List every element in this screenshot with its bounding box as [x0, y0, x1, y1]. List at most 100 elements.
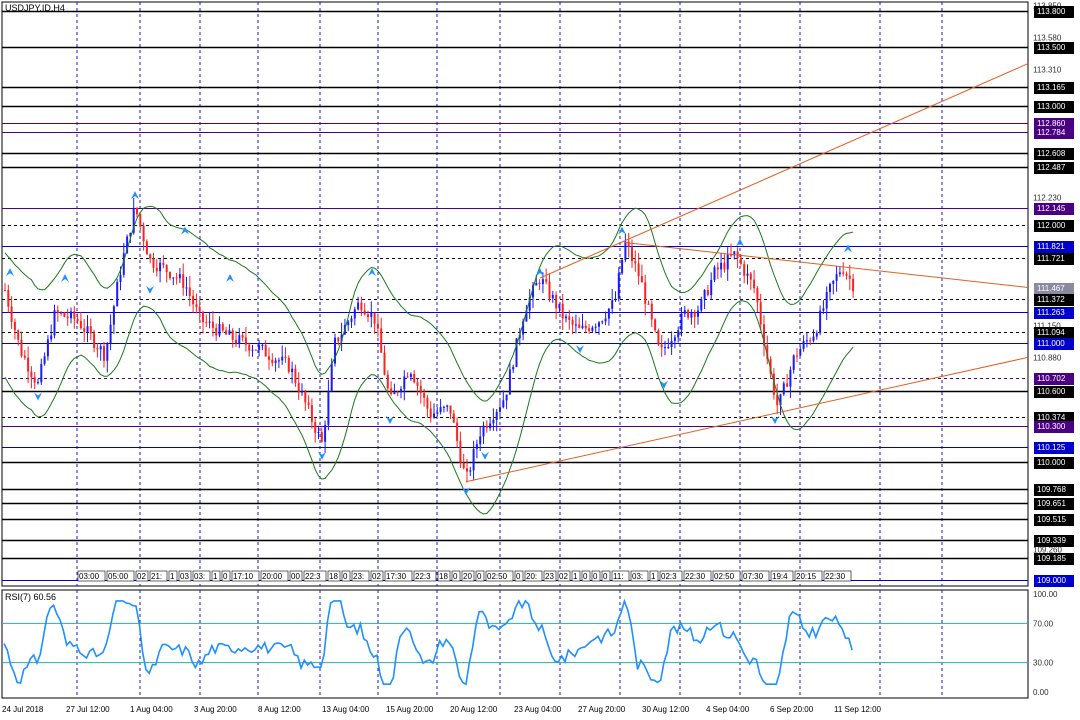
candle-body	[753, 279, 756, 289]
candle-body	[578, 324, 581, 329]
session-marker-strip: 03:00 05:00 02 21: 1 03 03: 1 0 17:10 20:00 00 22:3 1…	[77, 570, 852, 582]
candle-body	[485, 425, 488, 429]
candle-body	[310, 405, 313, 422]
session-marker-box	[77, 570, 106, 582]
candle-body	[261, 344, 264, 346]
session-marker-box	[413, 570, 437, 582]
candle-body	[687, 310, 690, 318]
candle-body	[413, 374, 416, 383]
fractal-marker	[576, 345, 584, 354]
candle-body	[360, 302, 363, 311]
candle-body	[459, 440, 462, 463]
candle-body	[129, 232, 132, 237]
candle-body	[30, 371, 33, 377]
fractal-marker	[318, 451, 326, 460]
candle-body	[710, 279, 713, 296]
price-level-label: 110.125	[1034, 441, 1074, 454]
candle-body	[284, 356, 287, 358]
candle-body	[162, 262, 165, 266]
candle-body	[532, 285, 534, 298]
price-level-label: 111.721	[1034, 252, 1074, 265]
price-level-label: 112.000	[1034, 219, 1074, 232]
session-marker-text: 20	[463, 572, 472, 581]
fractal-marker	[181, 226, 189, 235]
candle-body	[512, 366, 515, 370]
candle-body	[654, 319, 657, 331]
session-marker-box	[135, 570, 149, 582]
candle-body	[79, 320, 82, 329]
candle-body	[271, 359, 274, 364]
candle-body	[822, 308, 825, 311]
session-marker-box	[341, 570, 351, 582]
candle-body	[555, 295, 558, 309]
time-axis-label: 13 Aug 04:00	[322, 705, 370, 714]
fractal-marker	[736, 238, 744, 247]
time-axis-label: 4 Sep 04:00	[706, 705, 750, 714]
fractal-marker	[61, 274, 69, 283]
candle-body	[475, 444, 478, 449]
candle-body	[185, 287, 188, 289]
price-level-label: 109.768	[1034, 483, 1074, 496]
price-axis-tick: 110.880	[1033, 353, 1062, 362]
candle-body	[291, 368, 294, 373]
candle-body	[86, 326, 89, 332]
session-marker-box	[543, 570, 557, 582]
candle-body	[759, 302, 762, 325]
session-marker-box	[370, 570, 384, 582]
fractal-marker	[226, 274, 234, 283]
candle-body	[670, 340, 673, 347]
candle-body	[383, 352, 386, 375]
session-marker-text: 0	[603, 572, 608, 581]
candle-body	[238, 335, 241, 344]
candle-body	[829, 283, 831, 293]
price-level-label: 111.263	[1034, 306, 1074, 319]
candle-body	[640, 276, 643, 283]
session-marker-box	[683, 570, 712, 582]
candle-body	[809, 340, 812, 342]
session-marker-box	[557, 570, 571, 582]
candle-body	[419, 385, 422, 394]
candle-body	[4, 289, 6, 291]
session-marker-box	[649, 570, 659, 582]
candle-body	[796, 355, 798, 357]
candle-body	[571, 319, 574, 325]
candle-body	[492, 420, 495, 424]
candle-body	[614, 298, 617, 301]
session-marker-box	[303, 570, 327, 582]
candle-body	[277, 360, 280, 362]
candle-body	[205, 322, 208, 324]
price-level-label: 112.487	[1034, 161, 1074, 174]
candle-body	[50, 335, 53, 340]
session-marker-box	[794, 570, 823, 582]
session-marker-box	[611, 570, 630, 582]
candle-body	[393, 391, 396, 395]
candle-body	[789, 369, 792, 387]
session-marker-text: 1	[573, 572, 578, 581]
candle-body	[7, 289, 10, 307]
session-marker-box	[178, 570, 192, 582]
candle-body	[109, 324, 112, 344]
session-marker-text: 05:00	[108, 572, 129, 581]
candle-body	[442, 406, 445, 408]
candle-body	[848, 275, 851, 279]
session-marker-text: 11:	[613, 572, 624, 581]
candle-body	[591, 327, 594, 331]
time-axis-label: 8 Aug 12:00	[258, 705, 301, 714]
fractal-marker	[771, 416, 779, 425]
candle-body	[208, 321, 211, 323]
candle-body	[126, 236, 129, 254]
candle-body	[805, 340, 808, 342]
candle-body	[677, 330, 680, 338]
candle-body	[337, 337, 340, 342]
candle-body	[469, 470, 472, 472]
candle-body	[845, 273, 848, 276]
candle-body	[218, 324, 221, 336]
session-marker-text: 23	[545, 572, 554, 581]
price-level-label: 109.185	[1034, 552, 1074, 565]
candle-body	[584, 325, 587, 329]
candle-body	[370, 312, 373, 318]
candle-body	[307, 402, 310, 406]
candle-body	[165, 265, 168, 273]
candle-body	[446, 405, 449, 407]
